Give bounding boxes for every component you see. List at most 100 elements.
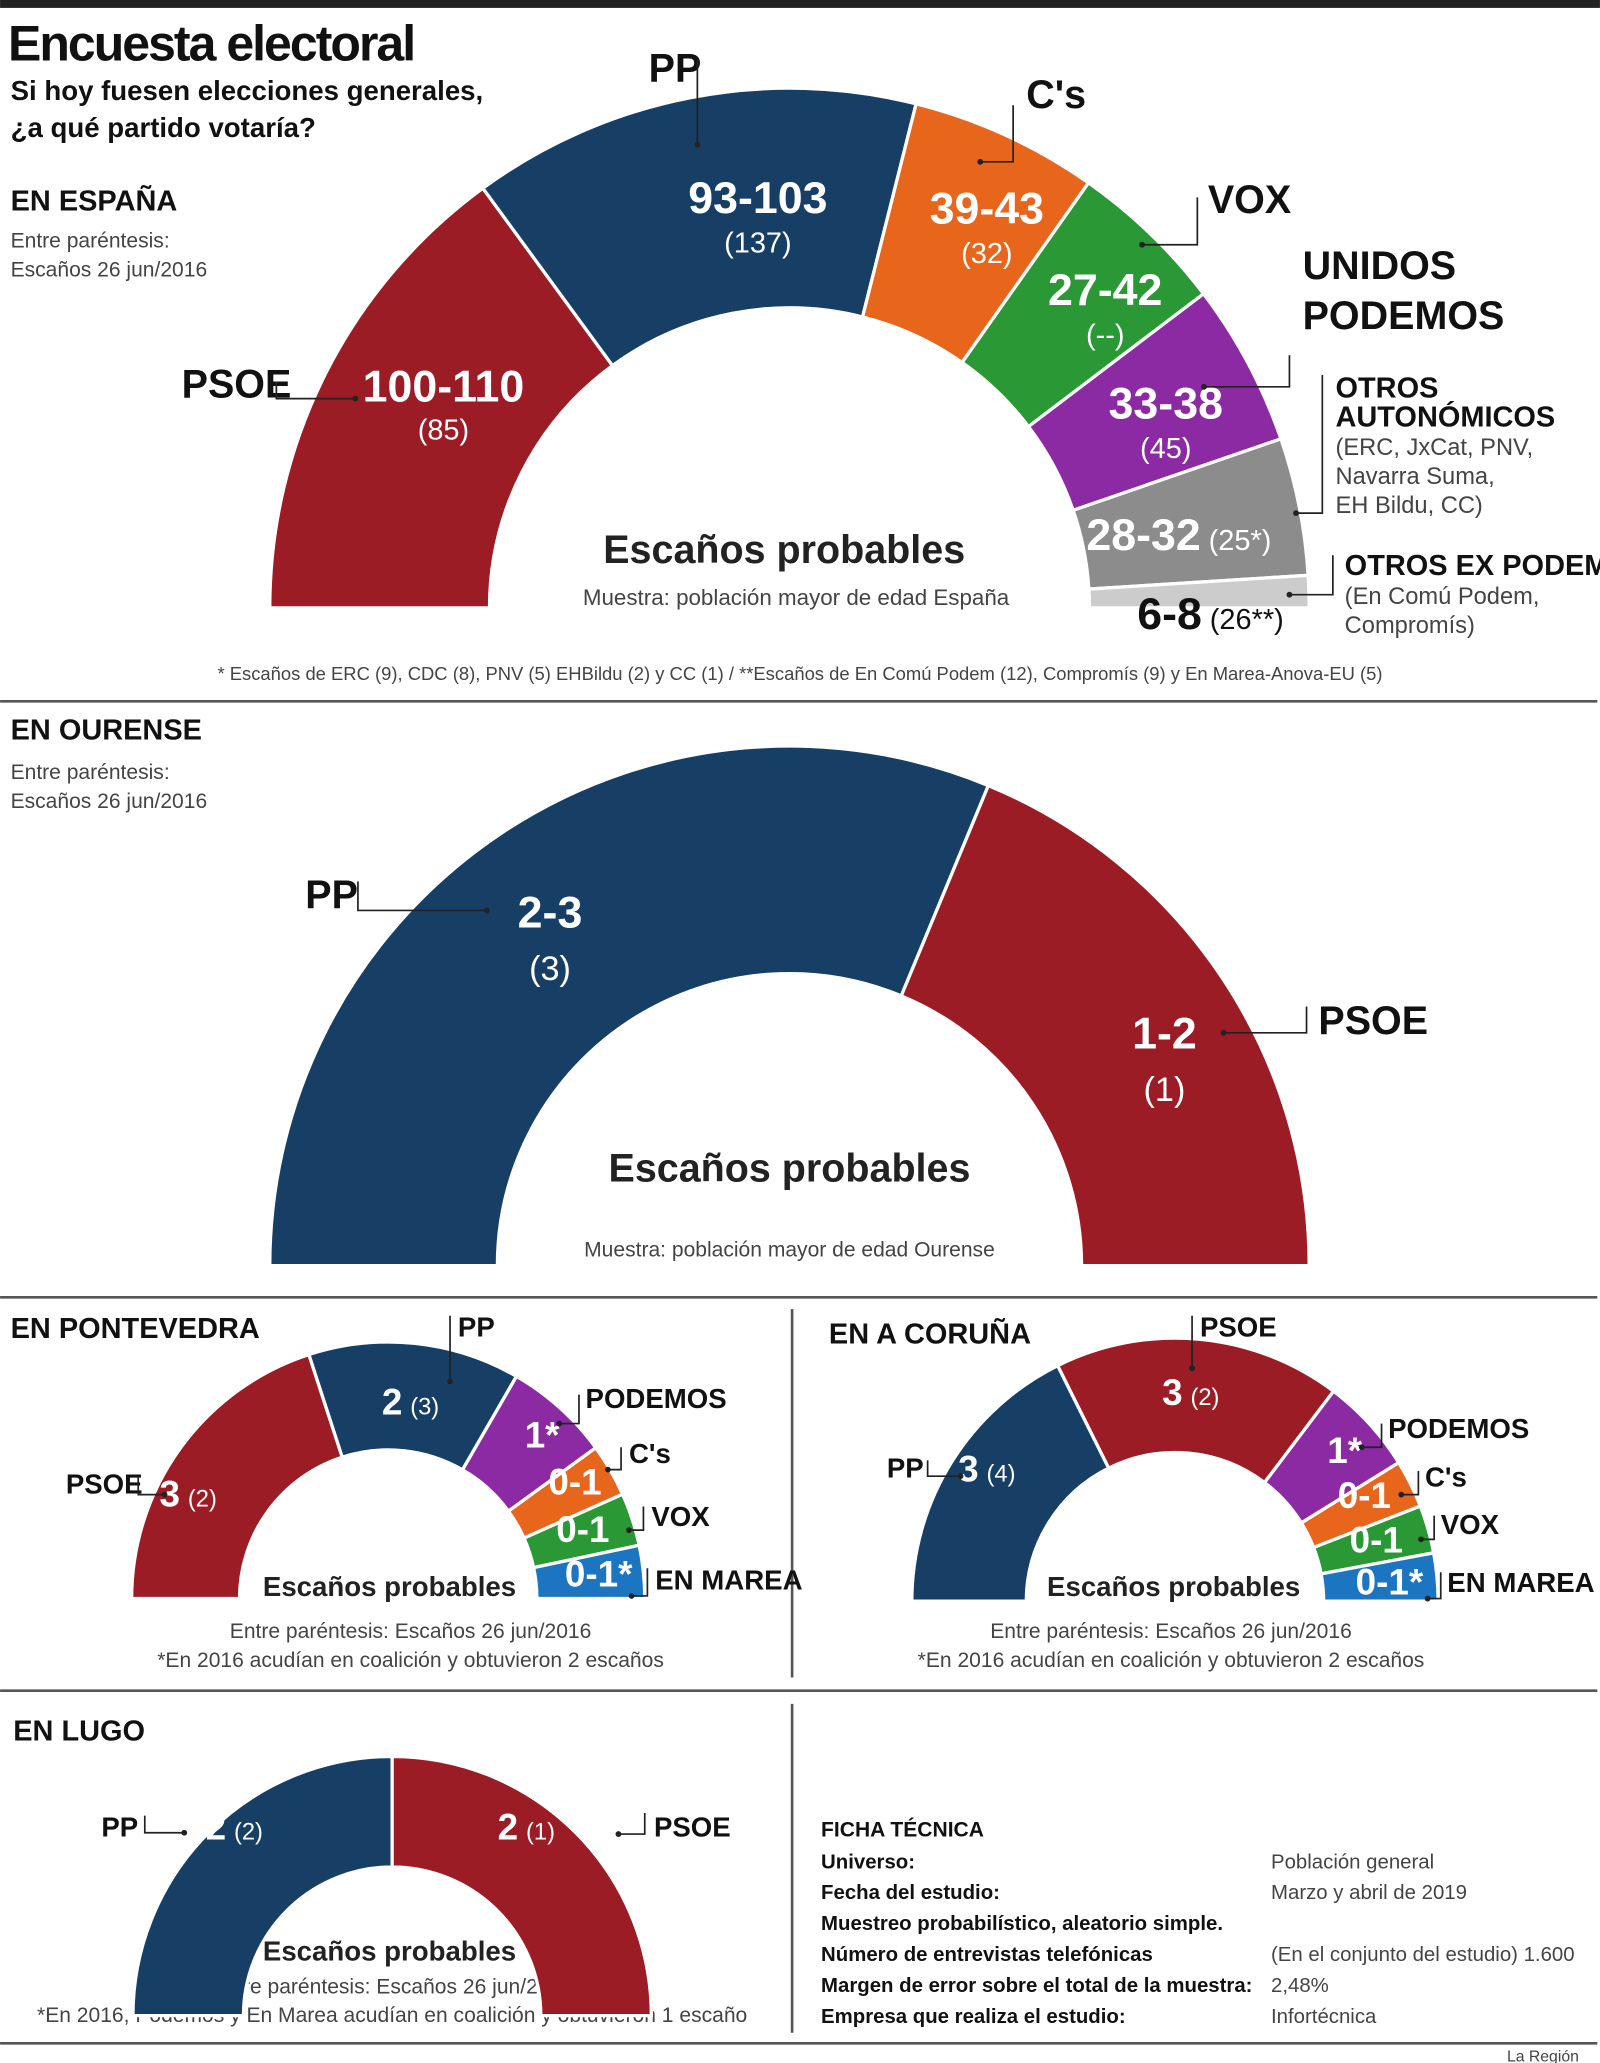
section-note: Escaños 26 jun/2016 bbox=[11, 258, 208, 281]
page-title: Encuesta electoral bbox=[8, 16, 414, 72]
center-label: Escaños probables bbox=[263, 1935, 516, 1966]
seat-range: 100-110 bbox=[363, 362, 525, 411]
seat-label: 3 (2) bbox=[1162, 1372, 1219, 1413]
previous-seats: (--) bbox=[1086, 320, 1125, 352]
leader-dot bbox=[615, 1831, 622, 1837]
leader-line bbox=[1203, 355, 1291, 388]
ficha-label: Fecha del estudio: bbox=[821, 1882, 1000, 1904]
segment-psoe bbox=[129, 1352, 345, 1601]
center-label: Escaños probables bbox=[1047, 1571, 1300, 1602]
party-name: EN MAREA bbox=[655, 1564, 802, 1595]
party-name: C's bbox=[1026, 73, 1086, 117]
leader-line bbox=[1361, 1423, 1383, 1449]
section-note: Entre paréntesis: bbox=[11, 229, 170, 252]
footnote: * Escaños de ERC (9), CDC (8), PNV (5) E… bbox=[217, 663, 1382, 684]
seat-label: 0-1 bbox=[1350, 1520, 1403, 1561]
party-name: PP bbox=[887, 1453, 924, 1484]
seat-label: 6-8 (26**) bbox=[1137, 590, 1284, 639]
party-name: PP bbox=[101, 1812, 138, 1843]
segment-psoe bbox=[268, 185, 615, 610]
leader-dot bbox=[605, 1466, 611, 1473]
leader-dot bbox=[1201, 383, 1207, 390]
segment-enmarea bbox=[1319, 1550, 1440, 1603]
ficha-label: Número de entrevistas telefónicas bbox=[821, 1944, 1153, 1966]
leader-line bbox=[137, 1476, 165, 1496]
leader-dot bbox=[626, 1527, 632, 1534]
chart-lugo: EN LUGO Entre paréntesis: Escaños 26 jun/… bbox=[13, 1716, 747, 2028]
seat-label: 0-1* bbox=[1356, 1562, 1424, 1603]
leader-dot bbox=[1286, 591, 1293, 598]
sample-note: Muestra: población mayor de edad Ourense bbox=[584, 1238, 995, 1261]
seat-range: 39-43 bbox=[930, 185, 1044, 234]
leader-dot bbox=[447, 1378, 453, 1385]
section-title: EN PONTEVEDRA bbox=[11, 1313, 260, 1345]
chart-ourense: EN OURENSE Entre paréntesis: Escaños 26 ju… bbox=[11, 714, 1428, 1268]
seat-range: 2-3 bbox=[518, 889, 583, 938]
leader-line bbox=[357, 881, 487, 912]
segment-pp bbox=[480, 86, 919, 368]
party-name: PP bbox=[649, 47, 702, 91]
subtitle-line-1: Si hoy fuesen elecciones generales, bbox=[11, 75, 484, 106]
seat-range: 93-103 bbox=[688, 174, 827, 223]
leader-line bbox=[1427, 1572, 1442, 1600]
segment-psoe bbox=[899, 783, 1311, 1268]
leader-dot bbox=[957, 1473, 964, 1480]
seat-label: 0-1* bbox=[565, 1554, 633, 1595]
ficha-value: Marzo y abril de 2019 bbox=[1271, 1882, 1467, 1904]
leader-line bbox=[559, 1394, 580, 1425]
leader-dot bbox=[628, 1593, 635, 1599]
seat-label: 0-1 bbox=[1338, 1475, 1391, 1516]
seat-label: 0-1 bbox=[556, 1509, 609, 1550]
party-detail: (En Comú Podem, bbox=[1345, 584, 1540, 610]
seat-label: 28-32 (25*) bbox=[1086, 511, 1271, 560]
party-name: PODEMOS bbox=[1303, 294, 1505, 338]
leader-dot bbox=[1358, 1444, 1365, 1451]
party-name: PP bbox=[458, 1312, 495, 1343]
party-name: C's bbox=[1425, 1462, 1467, 1493]
leader-line bbox=[628, 1506, 645, 1532]
leader-line bbox=[618, 1813, 646, 1835]
previous-seats: (1) bbox=[1144, 1071, 1186, 1109]
leader-dot bbox=[1139, 241, 1145, 248]
seat-label: 2 (3) bbox=[382, 1381, 439, 1422]
party-name: PSOE bbox=[66, 1468, 143, 1499]
leader-line bbox=[1289, 555, 1334, 596]
previous-seats: (85) bbox=[418, 414, 469, 446]
center-label: Escaños probables bbox=[603, 528, 965, 572]
leader-line bbox=[980, 105, 1014, 163]
party-name: OTROS EX PODEMOS bbox=[1345, 550, 1600, 582]
section-note: Entre paréntesis: Escaños 26 jun/2016 bbox=[990, 1620, 1352, 1643]
party-name: EN MAREA bbox=[1447, 1567, 1594, 1598]
seat-label: 3 (4) bbox=[958, 1448, 1015, 1489]
leader-line bbox=[631, 1568, 649, 1597]
seat-range: 1-2 bbox=[1132, 1010, 1197, 1059]
leader-dot bbox=[483, 907, 490, 914]
center-label: Escaños probables bbox=[263, 1571, 516, 1602]
segment-psoe bbox=[390, 1754, 653, 2018]
party-detail: (ERC, JxCat, PNV, bbox=[1335, 435, 1533, 461]
chart-coruna: EN A CORUÑA Entre paréntesis: Escaños 26 … bbox=[829, 1312, 1595, 1672]
ficha-title: FICHA TÉCNICA bbox=[821, 1819, 984, 1842]
section-title: EN OURENSE bbox=[11, 714, 202, 746]
party-name: PODEMOS bbox=[1388, 1413, 1529, 1444]
leader-line bbox=[1223, 1006, 1308, 1034]
seat-label: 1* bbox=[1327, 1430, 1362, 1471]
section-note: Entre paréntesis: Escaños 26 jun/2016 bbox=[211, 1975, 573, 1998]
leader-dot bbox=[161, 1491, 168, 1498]
leader-line bbox=[1296, 374, 1324, 514]
section-note: *En 2016 acudían en coalición y obtuvier… bbox=[157, 1649, 664, 1672]
leader-dot bbox=[1189, 1365, 1195, 1372]
seat-range: 27-42 bbox=[1048, 266, 1162, 315]
previous-seats: (3) bbox=[529, 950, 571, 988]
leader-dot bbox=[1398, 1491, 1405, 1498]
section-title: EN A CORUÑA bbox=[829, 1316, 1031, 1350]
ficha-value: Población general bbox=[1271, 1851, 1434, 1873]
leader-dot bbox=[181, 1829, 188, 1836]
leader-dot bbox=[1293, 510, 1299, 517]
leader-line bbox=[1142, 197, 1199, 246]
chart-pontevedra: EN PONTEVEDRA Entre paréntesis: Escaños 2… bbox=[11, 1312, 803, 1672]
previous-seats: (32) bbox=[961, 238, 1012, 270]
segment-otrosexpodemos bbox=[1087, 573, 1311, 610]
segment-pp bbox=[910, 1363, 1111, 1603]
seat-label: 2 (2) bbox=[206, 1806, 263, 1847]
